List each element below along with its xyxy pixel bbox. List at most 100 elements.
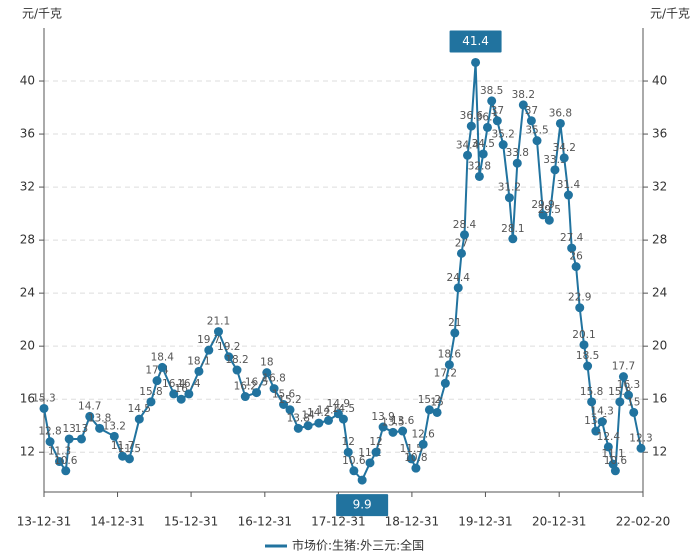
x-tick-label: 20-12-31 [532, 515, 586, 529]
legend-label: 市场价:生猪:外三元:全国 [292, 538, 424, 553]
point-label: 34.5 [472, 138, 495, 150]
point-label: 14.3 [590, 406, 613, 418]
data-point [623, 390, 633, 400]
data-point [293, 423, 303, 433]
point-label: 12.3 [629, 432, 652, 444]
data-point [453, 283, 463, 293]
point-label: 18.6 [438, 349, 462, 361]
data-point [85, 411, 95, 421]
point-label: 10.6 [604, 455, 628, 467]
point-label: 31.2 [498, 182, 521, 194]
data-point [432, 407, 442, 417]
data-point [508, 234, 518, 244]
point-label: 10.8 [404, 452, 427, 464]
data-point [618, 372, 628, 382]
data-point [406, 454, 416, 464]
point-label: 15.8 [139, 386, 162, 398]
data-point [204, 345, 214, 355]
y-tick-label: 16 [20, 392, 35, 406]
x-tick-label: 19-12-31 [458, 515, 512, 529]
data-point [478, 149, 488, 159]
point-label: 21.1 [207, 316, 230, 328]
x-tick-label: 14-12-31 [90, 515, 144, 529]
point-label: 11.5 [400, 443, 423, 455]
point-label: 14.2 [307, 407, 330, 419]
data-point [474, 171, 484, 181]
data-point [343, 447, 353, 457]
point-label: 35.5 [525, 125, 548, 137]
point-label: 12.4 [597, 431, 621, 443]
point-label: 12 [342, 436, 355, 448]
data-point [232, 365, 242, 375]
data-point [579, 340, 589, 350]
y-tick-label: 12 [20, 445, 35, 459]
y2-tick-label: 36 [652, 127, 667, 141]
point-label: 36.6 [460, 110, 484, 122]
point-label: 27 [455, 237, 468, 249]
point-label: 18.2 [225, 354, 248, 366]
point-label: 19.2 [217, 341, 240, 353]
x-tick-label: 13-12-31 [17, 515, 71, 529]
data-point [134, 414, 144, 424]
data-point [459, 230, 469, 240]
data-point [629, 407, 639, 417]
y2-tick-label: 16 [652, 392, 667, 406]
point-label: 15.2 [418, 394, 441, 406]
data-point [591, 426, 601, 436]
point-label: 18.4 [151, 351, 175, 363]
data-point [109, 431, 119, 441]
point-label: 18.5 [576, 350, 599, 362]
data-point [471, 57, 481, 67]
point-label: 22.9 [568, 292, 591, 304]
point-label: 35.2 [491, 129, 514, 141]
point-label: 16.5 [245, 377, 268, 389]
data-point [365, 458, 375, 468]
data-point [597, 417, 607, 427]
point-label: 13.5 [381, 416, 404, 428]
data-point [184, 389, 194, 399]
data-point [555, 118, 565, 128]
point-label: 14.5 [332, 403, 355, 415]
data-point [482, 122, 492, 132]
point-label: 13.2 [103, 420, 126, 432]
data-point [398, 426, 408, 436]
data-point [418, 439, 428, 449]
point-label: 26 [569, 251, 583, 263]
data-point [424, 405, 434, 415]
point-label: 12.8 [38, 426, 61, 438]
point-label: 20.1 [572, 329, 595, 341]
data-point [504, 193, 514, 203]
data-point [349, 466, 359, 476]
point-label: 24.4 [447, 272, 471, 284]
data-point [357, 475, 367, 485]
x-tick-label: 17-12-31 [311, 515, 365, 529]
data-point [559, 153, 569, 163]
y-tick-label: 24 [20, 286, 35, 300]
data-point [213, 327, 223, 337]
point-label: 38.5 [480, 85, 503, 97]
x-tick-label: 15-12-31 [164, 515, 218, 529]
data-point [157, 362, 167, 372]
data-point [512, 158, 522, 168]
y2-tick-label: 32 [652, 180, 667, 194]
data-point [411, 463, 421, 473]
data-point [314, 418, 324, 428]
point-label: 34.2 [553, 142, 576, 154]
data-point [571, 262, 581, 272]
data-point [388, 427, 398, 437]
data-point [262, 368, 272, 378]
point-label: 16.8 [262, 373, 285, 385]
point-label: 16.3 [617, 379, 640, 391]
point-label: 13 [75, 423, 88, 435]
point-label: 17.2 [434, 367, 457, 379]
y2-tick-label: 24 [652, 286, 667, 300]
data-point [279, 400, 289, 410]
point-label: 28.4 [453, 219, 477, 231]
point-label: 10.6 [54, 455, 78, 467]
min-label: 9.9 [353, 498, 372, 512]
data-point [55, 457, 65, 467]
point-label: 38.2 [512, 89, 535, 101]
data-point [152, 376, 162, 386]
data-point [194, 366, 204, 376]
point-label: 33.8 [506, 147, 529, 159]
